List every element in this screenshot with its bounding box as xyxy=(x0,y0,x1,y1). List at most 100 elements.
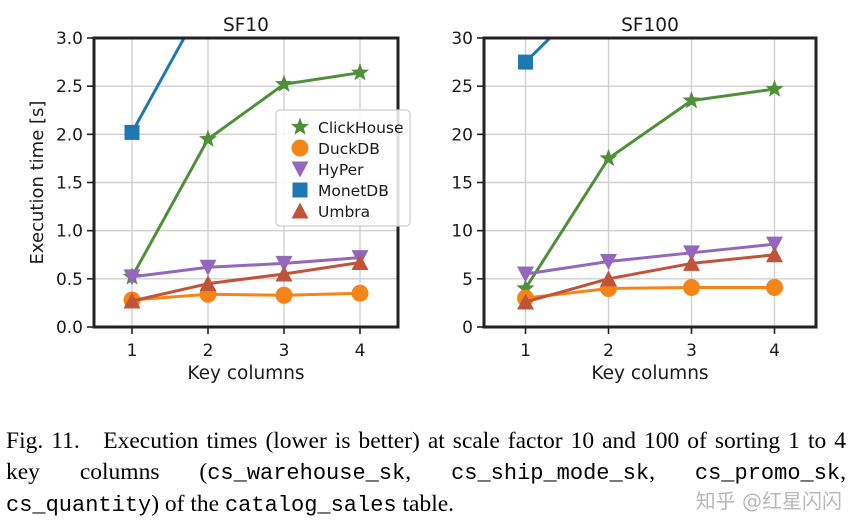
data-point-umbra xyxy=(123,292,141,309)
legend-label-clickhouse: ClickHouse xyxy=(318,119,404,137)
y-tick-label: 15 xyxy=(451,174,473,194)
data-point-duckdb xyxy=(766,279,783,297)
y-tick-label: 25 xyxy=(451,77,473,97)
caption-text-3: table. xyxy=(396,491,455,517)
series-line-duckdb xyxy=(525,286,775,300)
y-tick-label: 2.5 xyxy=(56,77,83,97)
series-group-sf10 xyxy=(122,38,370,309)
figure-caption: Fig. 11. Execution times (lower is bette… xyxy=(6,426,846,522)
caption-code-quantity: cs_quantity xyxy=(6,493,152,518)
data-point-hyper xyxy=(600,253,617,270)
legend-item-duckdb: DuckDB xyxy=(291,139,380,158)
y-tick-label: 0.5 xyxy=(56,270,83,290)
series-line-clickhouse xyxy=(130,71,361,278)
data-point-umbra xyxy=(766,246,783,263)
legend-label-umbra: Umbra xyxy=(318,203,370,221)
data-point-umbra xyxy=(517,293,534,310)
data-point-clickhouse xyxy=(516,278,535,297)
series-group-sf100 xyxy=(516,38,784,310)
series-line-umbra xyxy=(131,260,361,303)
y-tick-label: 0 xyxy=(462,318,473,338)
caption-text-1: Fig. 11. Execution times (lower is bette… xyxy=(6,428,846,485)
y-tick-label: 3.0 xyxy=(56,29,83,49)
legend-item-clickhouse: ClickHouse xyxy=(290,117,404,137)
data-point-duckdb xyxy=(275,286,293,304)
legend-marker-hyper xyxy=(291,161,309,178)
x-tick-label: 2 xyxy=(603,341,614,361)
x-axis-label-sf10: Key columns xyxy=(187,363,304,384)
series-line-umbra xyxy=(525,253,775,304)
data-point-monetdb xyxy=(124,124,140,140)
gridlines-sf100 xyxy=(484,37,816,328)
data-point-clickhouse xyxy=(765,79,784,97)
caption-text-2: ) of the xyxy=(151,491,225,517)
caption-code-warehouse: cs_warehouse_sk xyxy=(207,460,406,486)
x-tick-label: 2 xyxy=(203,341,214,361)
caption-code-ship-mode: cs_ship_mode_sk xyxy=(451,460,650,486)
legend-item-monetdb: MonetDB xyxy=(292,182,389,200)
caption-code-catalog-sales: catalog_sales xyxy=(224,493,397,518)
legend-label-hyper: HyPer xyxy=(318,161,364,179)
data-point-clickhouse xyxy=(350,63,370,81)
data-point-hyper xyxy=(199,259,217,276)
legend: ClickHouse DuckDB HyPer MonetDB Umbra xyxy=(275,109,411,227)
data-point-umbra xyxy=(199,275,217,292)
data-point-hyper xyxy=(275,255,293,272)
data-point-clickhouse xyxy=(198,129,218,147)
series-line-hyper xyxy=(525,242,775,276)
series-line-monetdb xyxy=(130,38,186,134)
data-point-umbra xyxy=(600,270,617,287)
data-point-umbra xyxy=(275,265,293,282)
y-tick-label: 1.5 xyxy=(56,174,83,194)
legend-label-duckdb: DuckDB xyxy=(318,140,380,158)
legend-item-umbra: Umbra xyxy=(291,202,370,221)
data-point-hyper xyxy=(683,245,700,262)
data-point-umbra xyxy=(683,254,700,271)
x-tick-label: 1 xyxy=(520,341,531,361)
series-line-duckdb xyxy=(131,291,361,302)
legend-marker-umbra xyxy=(291,202,309,219)
data-point-hyper xyxy=(766,236,783,253)
y-tick-label: 0.0 xyxy=(56,318,83,338)
data-point-clickhouse xyxy=(599,148,618,167)
plot-frame-sf100 xyxy=(482,36,818,329)
y-tick-label: 1.0 xyxy=(56,222,83,242)
y-tick-label: 20 xyxy=(451,125,473,145)
data-point-hyper xyxy=(517,266,534,283)
chart-panel-sf100: 1 2 3 4 0 5 10 15 20 25 30 SF100 Key columns xyxy=(451,15,818,384)
x-tick-label: 4 xyxy=(355,341,366,361)
x-tick-label: 3 xyxy=(686,341,697,361)
figure: 1 2 3 4 0.0 0.5 1.0 1.5 2.0 2.5 3.0 SF10 Key columns… xyxy=(27,15,818,384)
caption-sep-3: , xyxy=(840,458,847,485)
chart-panel-sf10: 1 2 3 4 0.0 0.5 1.0 1.5 2.0 2.5 3.0 SF10 Key columns… xyxy=(27,15,411,384)
caption-sep-2: , xyxy=(649,458,695,485)
caption-sep-1: , xyxy=(405,458,452,485)
y-tick-label: 5 xyxy=(462,270,473,290)
legend-box xyxy=(275,109,411,227)
series-line-clickhouse xyxy=(524,87,775,290)
y-axis-label-sf10: Execution time [s] xyxy=(27,101,48,265)
y-tick-label: 30 xyxy=(451,29,473,49)
series-line-monetdb xyxy=(524,38,553,64)
legend-item-hyper: HyPer xyxy=(291,161,364,179)
data-point-clickhouse xyxy=(274,74,294,92)
data-point-clickhouse xyxy=(682,91,701,109)
legend-marker-clickhouse xyxy=(290,117,310,135)
x-tick-label: 1 xyxy=(127,341,138,361)
data-point-umbra xyxy=(351,253,369,270)
legend-label-monetdb: MonetDB xyxy=(318,182,389,200)
y-tick-label: 2.0 xyxy=(56,125,83,145)
watermark: 知乎 @红星闪闪 xyxy=(695,489,842,513)
x-tick-label: 3 xyxy=(279,341,290,361)
chart-title-sf10: SF10 xyxy=(223,15,269,36)
data-point-duckdb xyxy=(683,279,700,297)
caption-code-promo: cs_promo_sk xyxy=(694,460,841,486)
x-axis-label-sf100: Key columns xyxy=(591,363,708,384)
y-tick-label: 10 xyxy=(451,222,473,242)
data-point-duckdb xyxy=(351,284,369,302)
legend-marker-monetdb xyxy=(292,182,308,198)
data-point-hyper xyxy=(123,269,141,286)
chart-title-sf100: SF100 xyxy=(621,15,679,36)
legend-marker-duckdb xyxy=(291,139,309,157)
data-point-monetdb xyxy=(518,54,533,70)
